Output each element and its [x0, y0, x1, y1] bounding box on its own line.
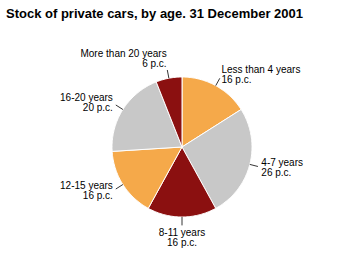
- svg-text:4-7 years26 p.c.: 4-7 years26 p.c.: [261, 157, 303, 178]
- svg-text:Less than 4 years16 p.c.: Less than 4 years16 p.c.: [221, 64, 300, 85]
- html-text:Stock of private cars, by age.: Stock of private cars, by age. 31 Decemb…: [6, 6, 303, 21]
- svg-text:More than 20 years6 p.c.: More than 20 years6 p.c.: [80, 48, 166, 69]
- svg-text:8-11 years16 p.c.: 8-11 years16 p.c.: [159, 227, 206, 248]
- svg-text:16-20 years20 p.c.: 16-20 years20 p.c.: [60, 92, 113, 113]
- svg-text:12-15 years16 p.c.: 12-15 years16 p.c.: [60, 180, 113, 201]
